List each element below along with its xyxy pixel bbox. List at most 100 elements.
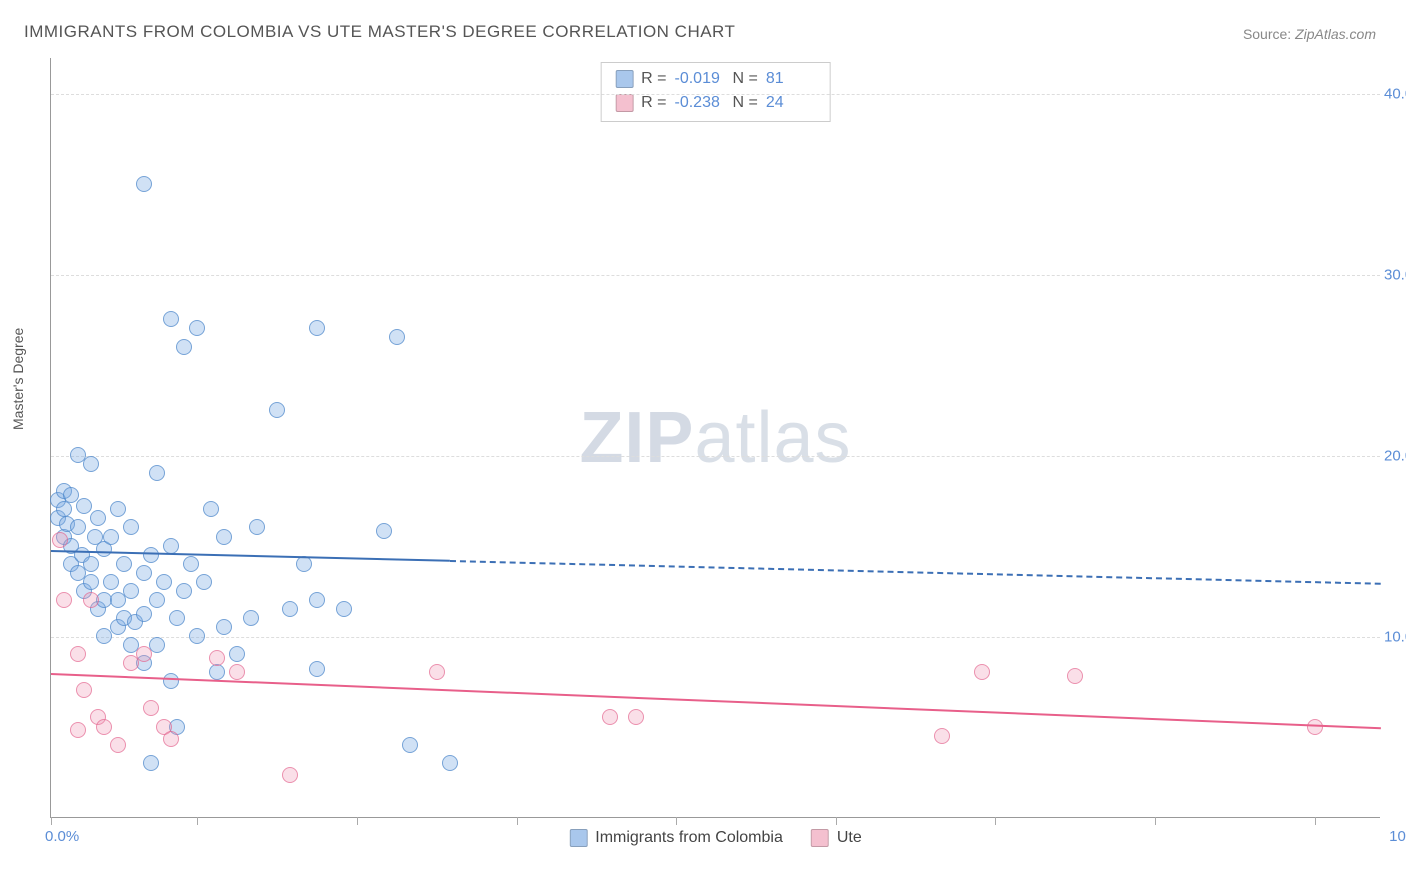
scatter-point (229, 646, 245, 662)
y-tick-label: 10.0% (1384, 629, 1406, 646)
scatter-point (70, 519, 86, 535)
scatter-point (336, 601, 352, 617)
scatter-point (149, 637, 165, 653)
watermark: ZIPatlas (579, 397, 851, 479)
x-start-label: 0.0% (45, 828, 79, 845)
scatter-point (389, 329, 405, 345)
x-tick (357, 817, 358, 825)
scatter-point (376, 523, 392, 539)
scatter-point (136, 606, 152, 622)
scatter-point (309, 320, 325, 336)
scatter-point (602, 709, 618, 725)
legend-swatch (811, 829, 829, 847)
scatter-point (70, 646, 86, 662)
scatter-point (83, 556, 99, 572)
series-legend: Immigrants from Colombia Ute (569, 829, 862, 847)
scatter-point (163, 673, 179, 689)
x-tick (51, 817, 52, 825)
scatter-point (143, 700, 159, 716)
scatter-point (183, 556, 199, 572)
scatter-point (136, 176, 152, 192)
gridline (51, 94, 1380, 95)
watermark-light: atlas (694, 398, 851, 478)
x-tick (676, 817, 677, 825)
stat-legend-row: R =-0.019N =81 (615, 67, 816, 91)
regression-line (51, 673, 1381, 729)
scatter-point (309, 661, 325, 677)
series-legend-item: Immigrants from Colombia (569, 829, 783, 847)
stat-legend: R =-0.019N =81R =-0.238N =24 (600, 62, 831, 122)
scatter-point (110, 737, 126, 753)
scatter-point (189, 628, 205, 644)
scatter-point (96, 719, 112, 735)
x-end-label: 100.0% (1389, 828, 1406, 845)
scatter-point (934, 728, 950, 744)
scatter-point (176, 583, 192, 599)
scatter-point (442, 755, 458, 771)
scatter-point (83, 574, 99, 590)
x-tick (517, 817, 518, 825)
scatter-point (103, 574, 119, 590)
plot-area: ZIPatlas R =-0.019N =81R =-0.238N =24 Im… (50, 58, 1380, 818)
scatter-point (110, 501, 126, 517)
gridline (51, 275, 1380, 276)
scatter-point (309, 592, 325, 608)
scatter-point (216, 529, 232, 545)
scatter-point (209, 664, 225, 680)
series-legend-item: Ute (811, 829, 862, 847)
scatter-point (203, 501, 219, 517)
n-value: 81 (766, 67, 816, 91)
scatter-point (136, 565, 152, 581)
regression-line (450, 560, 1381, 585)
scatter-point (282, 767, 298, 783)
x-tick (1155, 817, 1156, 825)
gridline (51, 456, 1380, 457)
r-value: -0.019 (675, 67, 725, 91)
scatter-point (136, 646, 152, 662)
scatter-point (143, 755, 159, 771)
scatter-point (429, 664, 445, 680)
scatter-point (76, 682, 92, 698)
scatter-point (189, 320, 205, 336)
scatter-point (163, 731, 179, 747)
chart-title: IMMIGRANTS FROM COLOMBIA VS UTE MASTER'S… (24, 22, 735, 42)
gridline (51, 637, 1380, 638)
scatter-point (282, 601, 298, 617)
scatter-point (70, 722, 86, 738)
scatter-point (974, 664, 990, 680)
scatter-point (169, 610, 185, 626)
scatter-point (56, 501, 72, 517)
y-tick-label: 20.0% (1384, 448, 1406, 465)
y-tick-label: 40.0% (1384, 86, 1406, 103)
scatter-point (1067, 668, 1083, 684)
scatter-point (123, 583, 139, 599)
scatter-point (103, 529, 119, 545)
n-label: N = (733, 67, 758, 91)
regression-line (51, 550, 450, 562)
scatter-point (249, 519, 265, 535)
watermark-bold: ZIP (579, 398, 694, 478)
scatter-point (402, 737, 418, 753)
source-link[interactable]: ZipAtlas.com (1295, 26, 1376, 42)
scatter-point (149, 592, 165, 608)
legend-swatch (615, 94, 633, 112)
source-attribution: Source: ZipAtlas.com (1243, 26, 1376, 42)
y-tick-label: 30.0% (1384, 267, 1406, 284)
scatter-point (163, 538, 179, 554)
scatter-point (149, 465, 165, 481)
x-tick (836, 817, 837, 825)
x-tick (1315, 817, 1316, 825)
scatter-point (209, 650, 225, 666)
scatter-point (269, 402, 285, 418)
scatter-point (229, 664, 245, 680)
scatter-point (56, 592, 72, 608)
series-legend-label: Ute (837, 829, 862, 847)
scatter-point (123, 519, 139, 535)
y-axis-label: Master's Degree (10, 328, 26, 430)
scatter-point (90, 510, 106, 526)
scatter-point (196, 574, 212, 590)
scatter-point (216, 619, 232, 635)
scatter-point (243, 610, 259, 626)
scatter-point (83, 456, 99, 472)
x-tick (995, 817, 996, 825)
